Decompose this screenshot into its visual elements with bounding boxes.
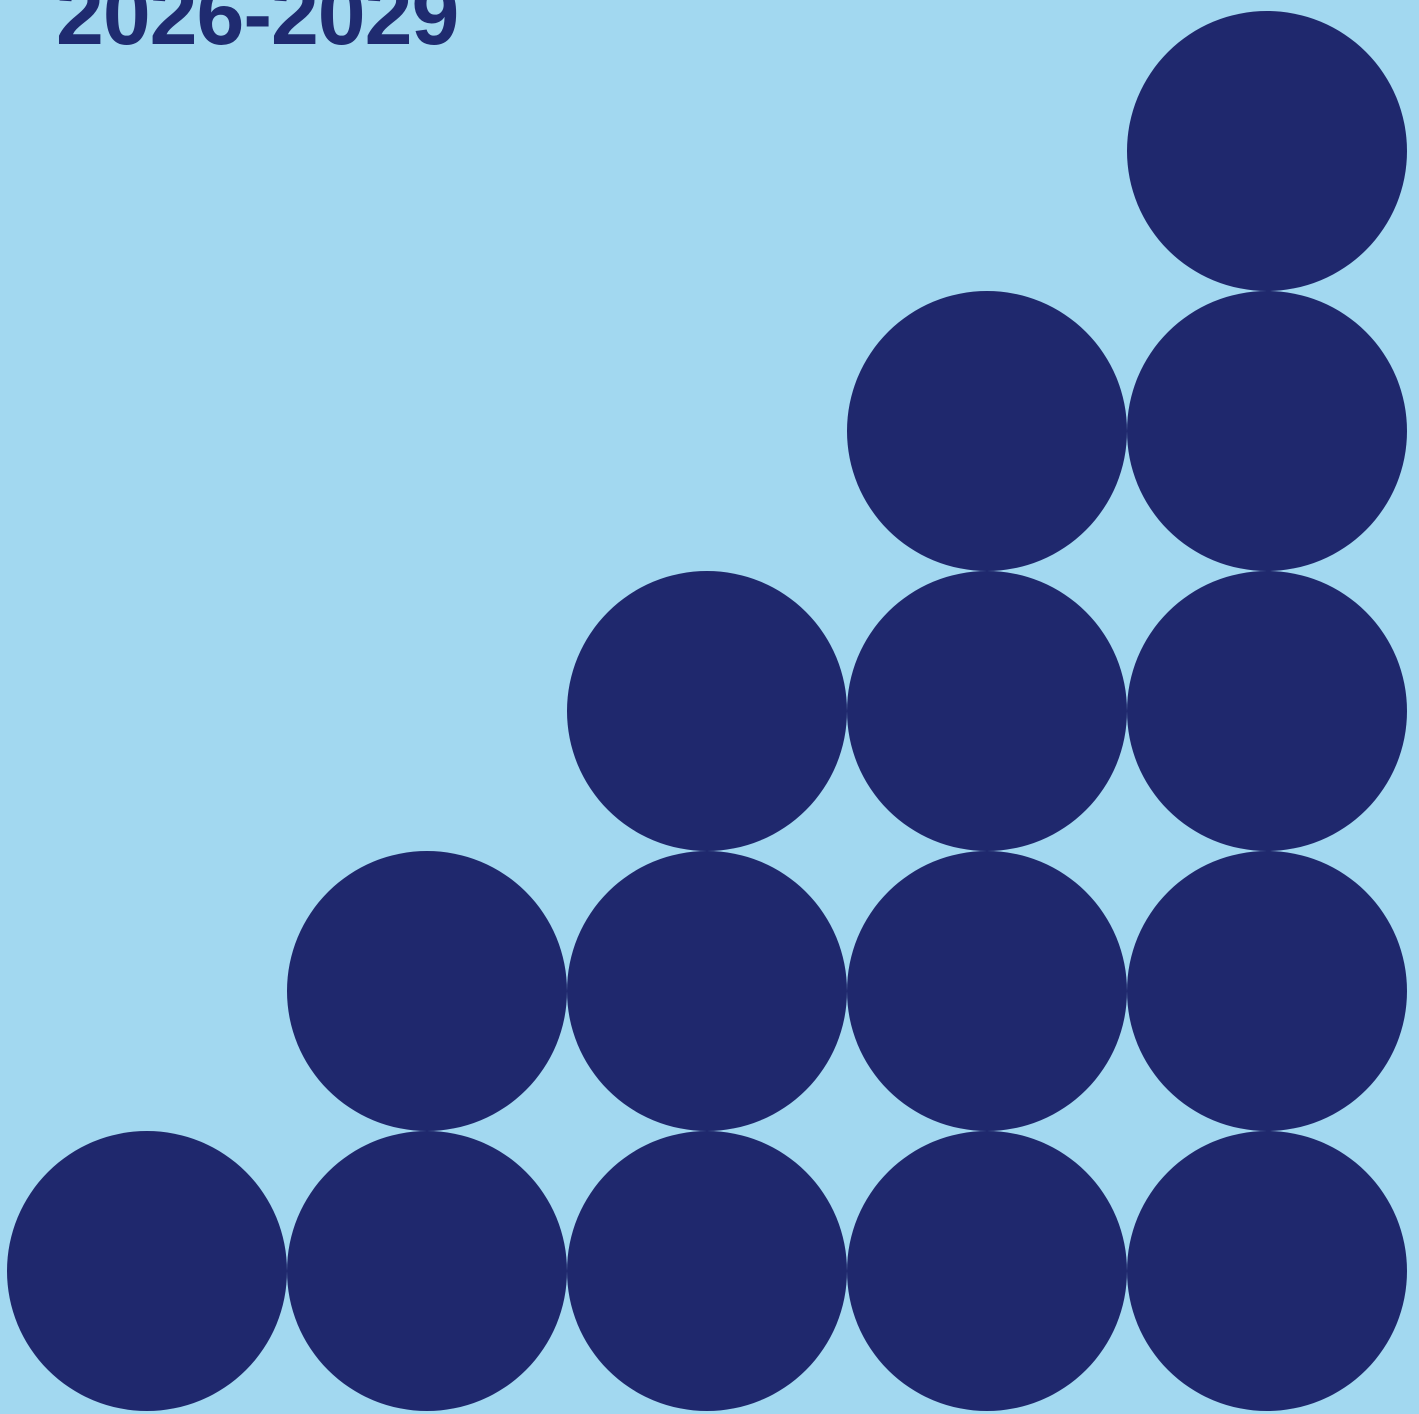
year-range-title: 2026-2029 xyxy=(56,0,459,63)
circle-shape xyxy=(567,571,847,851)
circle-shape xyxy=(1127,291,1407,571)
circle-shape xyxy=(847,291,1127,571)
circle-shape xyxy=(567,851,847,1131)
circle-shape xyxy=(287,851,567,1131)
circle-shape xyxy=(1127,11,1407,291)
circle-shape xyxy=(567,1131,847,1411)
circle-shape xyxy=(287,1131,567,1411)
circle-shape xyxy=(1127,1131,1407,1411)
circle-shape xyxy=(1127,571,1407,851)
circle-shape xyxy=(847,1131,1127,1411)
circle-shape xyxy=(1127,851,1407,1131)
circle-shape xyxy=(847,851,1127,1131)
circle-shape xyxy=(7,1131,287,1411)
circle-shape xyxy=(847,571,1127,851)
